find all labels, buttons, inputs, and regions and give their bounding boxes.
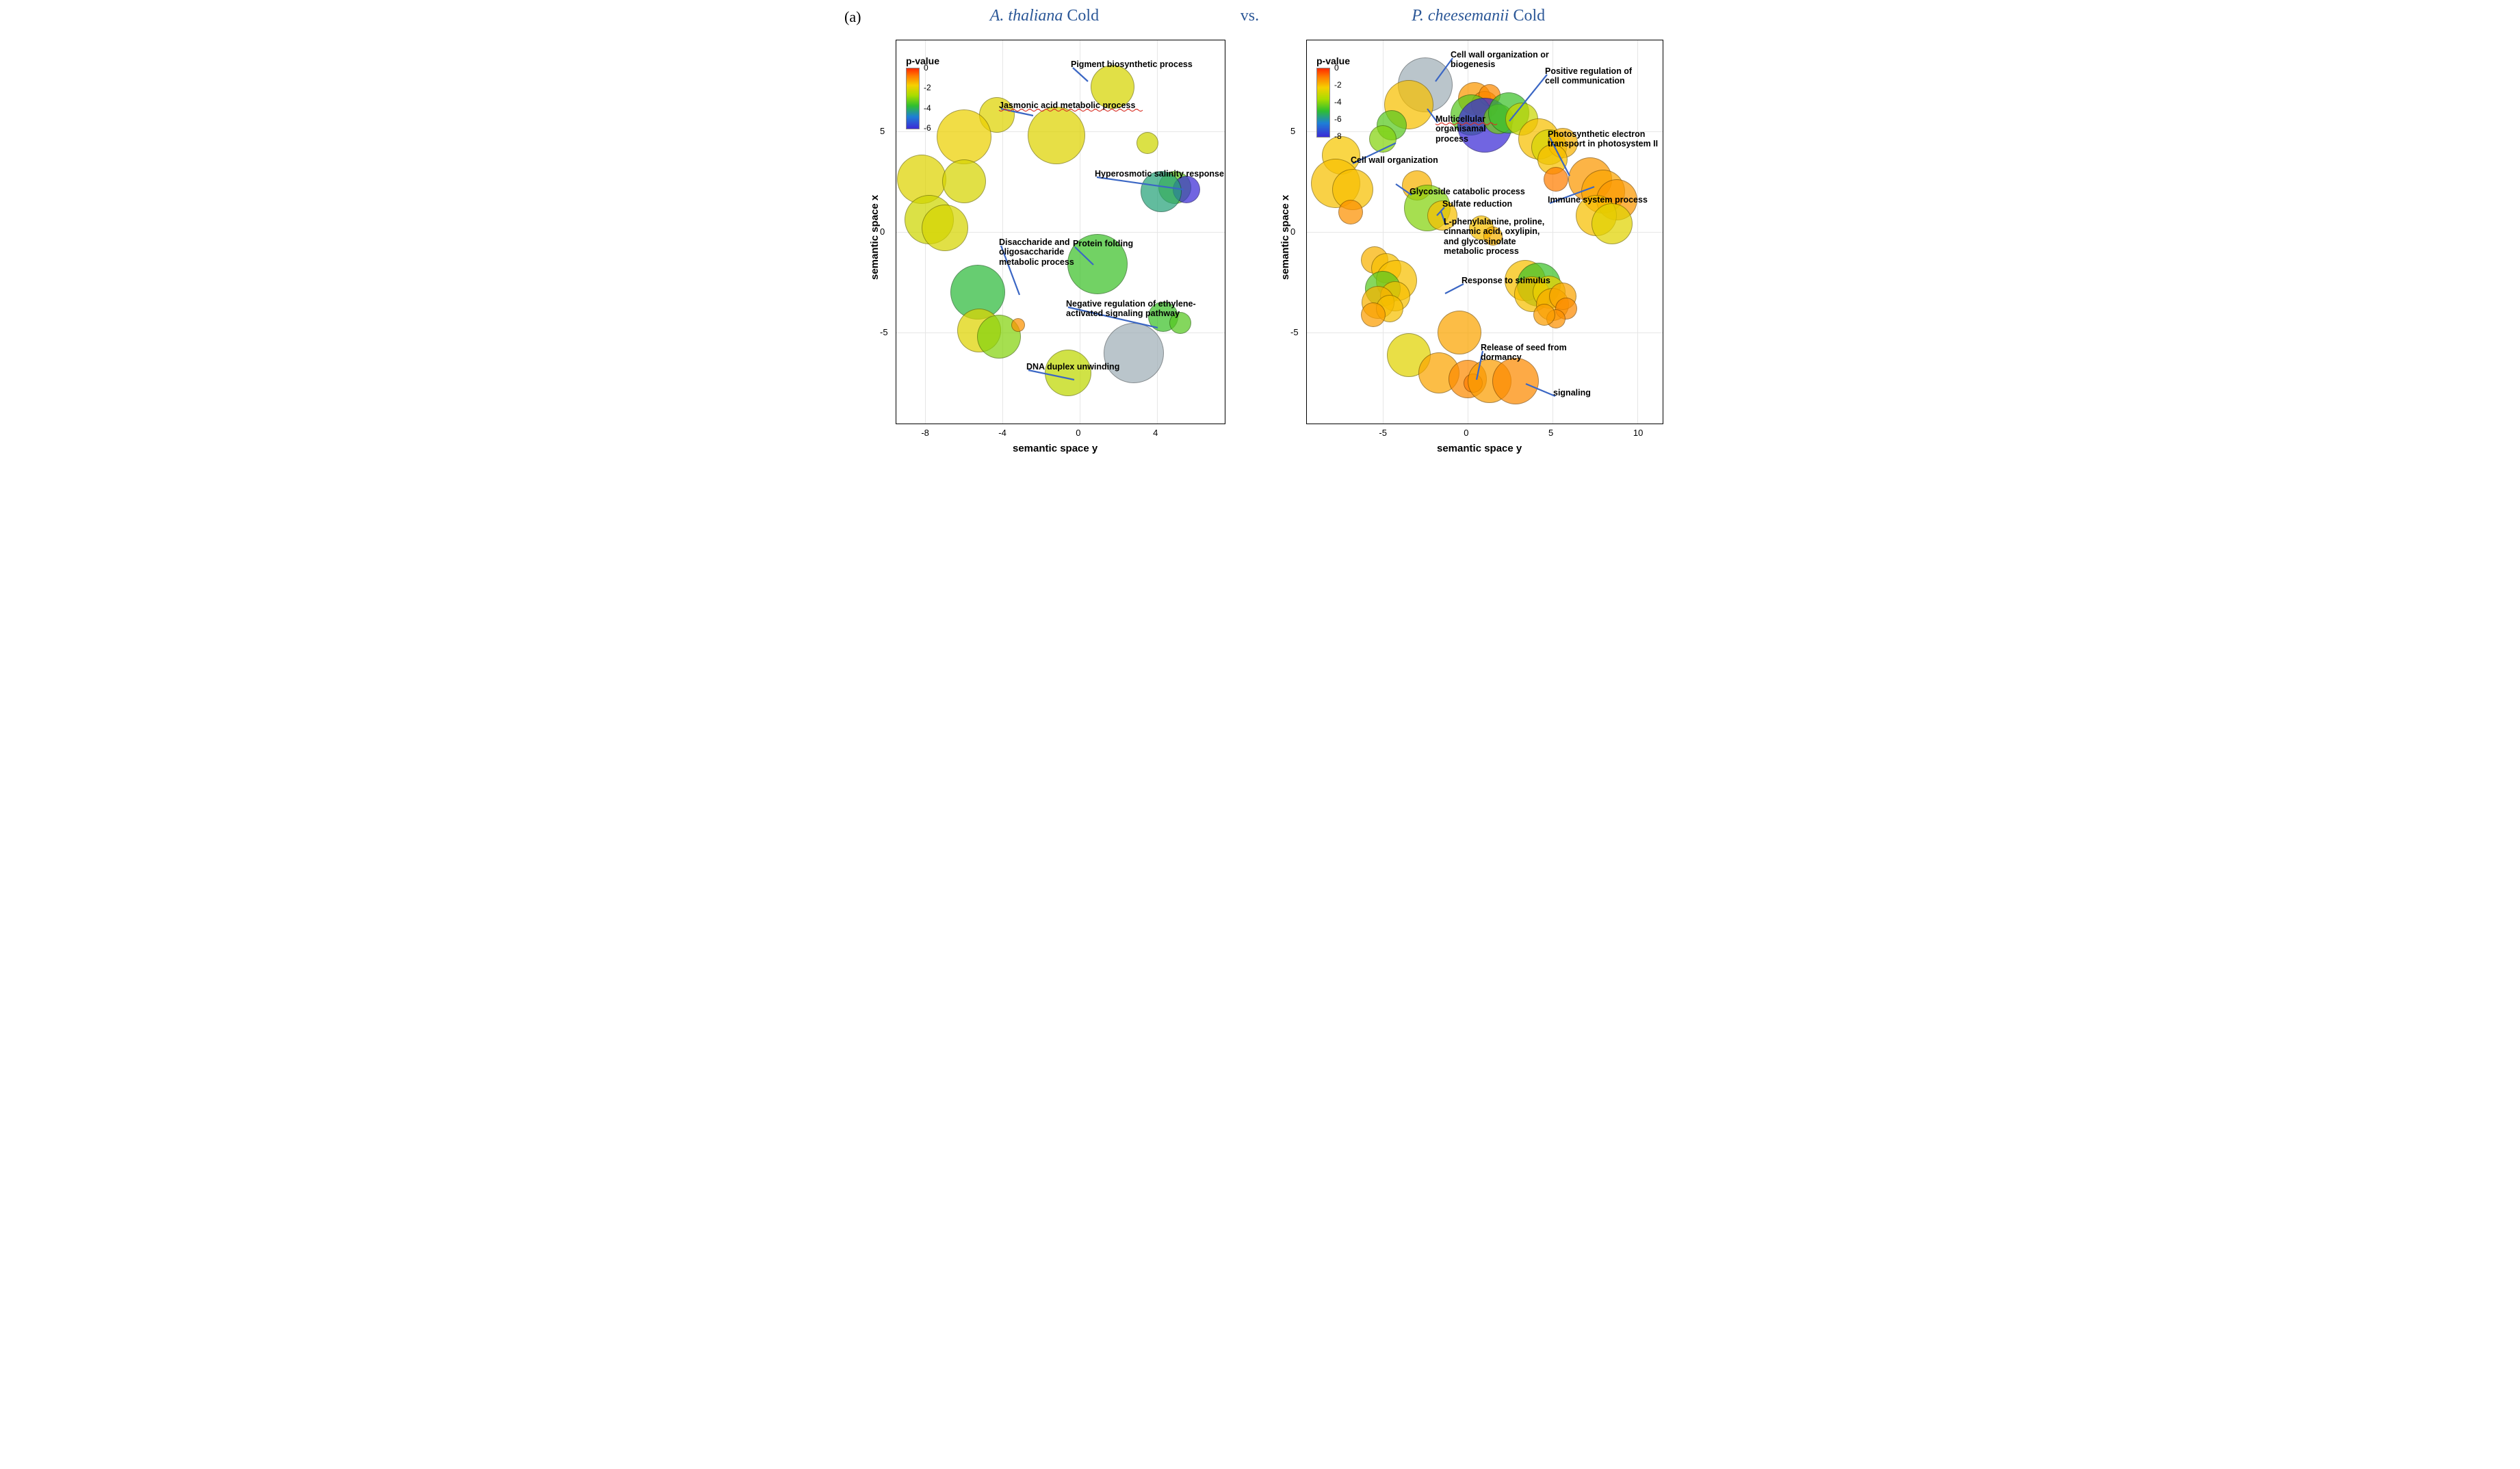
annotation-label: Jasmonic acid metabolic process bbox=[999, 101, 1135, 110]
left-title: A. thaliana Cold bbox=[866, 7, 1222, 25]
xtick-label: -8 bbox=[921, 428, 929, 438]
plot-area: Pigment biosynthetic process Jasmonic aci… bbox=[896, 40, 1225, 424]
bubble bbox=[1592, 203, 1633, 244]
bubble bbox=[1438, 311, 1481, 354]
right-title: P. cheesemanii Cold bbox=[1277, 7, 1680, 25]
xtick-label: -5 bbox=[1379, 428, 1387, 438]
x-axis-label: semantic space y bbox=[1013, 443, 1097, 454]
ytick-label: 5 bbox=[880, 126, 885, 136]
bubble bbox=[942, 159, 986, 203]
legend-tick: -4 bbox=[924, 103, 931, 113]
legend-tick: 0 bbox=[924, 63, 928, 73]
legend-tick: -6 bbox=[1334, 114, 1342, 124]
legend-colorbar bbox=[906, 68, 920, 129]
vs-label: vs. bbox=[1222, 7, 1277, 25]
annotation-label: signaling bbox=[1553, 388, 1591, 398]
annotation-label: Cell wall organization bbox=[1351, 155, 1438, 165]
legend: p-value0-2-4-6-8 bbox=[1315, 54, 1356, 139]
xtick-label: 0 bbox=[1464, 428, 1468, 438]
bubble-chart-left: Pigment biosynthetic process Jasmonic aci… bbox=[854, 29, 1237, 467]
bubble bbox=[922, 205, 968, 251]
legend-tick: -2 bbox=[1334, 80, 1342, 90]
y-axis-label: semantic space x bbox=[869, 195, 881, 280]
left-species: A. thaliana bbox=[990, 7, 1063, 25]
legend: p-value0-2-4-6 bbox=[905, 54, 946, 131]
ytick-label: 0 bbox=[1290, 226, 1295, 237]
xtick-label: 0 bbox=[1076, 428, 1080, 438]
annotation-label: DNA duplex unwinding bbox=[1026, 362, 1119, 372]
xtick-label: 5 bbox=[1548, 428, 1553, 438]
annotation-label: Multicellular organisamal process bbox=[1436, 114, 1486, 144]
xtick-label: 4 bbox=[1153, 428, 1158, 438]
bubble bbox=[1028, 107, 1085, 164]
annotation-label: Sulfate reduction bbox=[1442, 199, 1512, 209]
plot-area: Cell wall organization or biogenesisPosi… bbox=[1307, 40, 1663, 424]
panel-letter: (a) bbox=[840, 7, 866, 26]
annotation-label: Photosynthetic electron transport in pho… bbox=[1548, 129, 1658, 149]
charts-row: Pigment biosynthetic process Jasmonic aci… bbox=[840, 29, 1680, 467]
bubble bbox=[1361, 302, 1386, 327]
annotation-label: Cell wall organization or biogenesis bbox=[1451, 50, 1549, 70]
x-axis-label: semantic space y bbox=[1437, 443, 1522, 454]
legend-tick: -4 bbox=[1334, 97, 1342, 107]
left-cond: Cold bbox=[1063, 7, 1099, 25]
ytick-label: 5 bbox=[1290, 126, 1295, 136]
bubble bbox=[1011, 318, 1025, 332]
annotation-label: Response to stimulus bbox=[1462, 276, 1550, 285]
annotation-label: Positive regulation of cell communicatio… bbox=[1545, 66, 1632, 86]
right-species: P. cheesemanii bbox=[1412, 7, 1509, 25]
annotation-label: Glycoside catabolic process bbox=[1410, 187, 1525, 196]
figure-panel: (a) A. thaliana Cold vs. P. cheesemanii … bbox=[840, 0, 1680, 481]
bubble-chart-right: Cell wall organization or biogenesisPosi… bbox=[1264, 29, 1675, 467]
y-axis-label: semantic space x bbox=[1280, 195, 1291, 280]
xtick-label: 10 bbox=[1633, 428, 1643, 438]
bubble bbox=[1338, 200, 1363, 224]
annotation-label: Negative regulation of ethylene- activat… bbox=[1066, 299, 1196, 319]
annotation-label: Release of seed from dormancy bbox=[1481, 343, 1567, 363]
bubble bbox=[1492, 358, 1539, 404]
bubble bbox=[1136, 132, 1158, 154]
annotation-label: L-phenylalanine, proline, cinnamic acid,… bbox=[1444, 217, 1544, 257]
ytick-label: -5 bbox=[880, 327, 888, 337]
bubble bbox=[1104, 323, 1164, 383]
bubble bbox=[1045, 350, 1091, 396]
bubble bbox=[1544, 167, 1568, 192]
right-cond: Cold bbox=[1509, 7, 1545, 25]
ytick-label: -5 bbox=[1290, 327, 1299, 337]
annotation-label: Protein folding bbox=[1073, 239, 1133, 248]
titles-row: A. thaliana Cold vs. P. cheesemanii Cold bbox=[866, 7, 1680, 29]
legend-tick: -8 bbox=[1334, 131, 1342, 141]
legend-colorbar bbox=[1316, 68, 1330, 138]
ytick-label: 0 bbox=[880, 226, 885, 237]
annotation-label: Disaccharide and oligosaccharide metabol… bbox=[999, 237, 1074, 267]
bubble bbox=[1369, 125, 1397, 153]
legend-tick: 0 bbox=[1334, 63, 1339, 73]
legend-tick: -2 bbox=[924, 83, 931, 92]
xtick-label: -4 bbox=[998, 428, 1006, 438]
bubble bbox=[1533, 304, 1555, 326]
annotation-label: Hyperosmotic salinity response bbox=[1095, 169, 1224, 179]
annotation-label: Immune system process bbox=[1548, 195, 1648, 205]
annotation-label: Pigment biosynthetic process bbox=[1071, 60, 1193, 69]
legend-tick: -6 bbox=[924, 123, 931, 133]
